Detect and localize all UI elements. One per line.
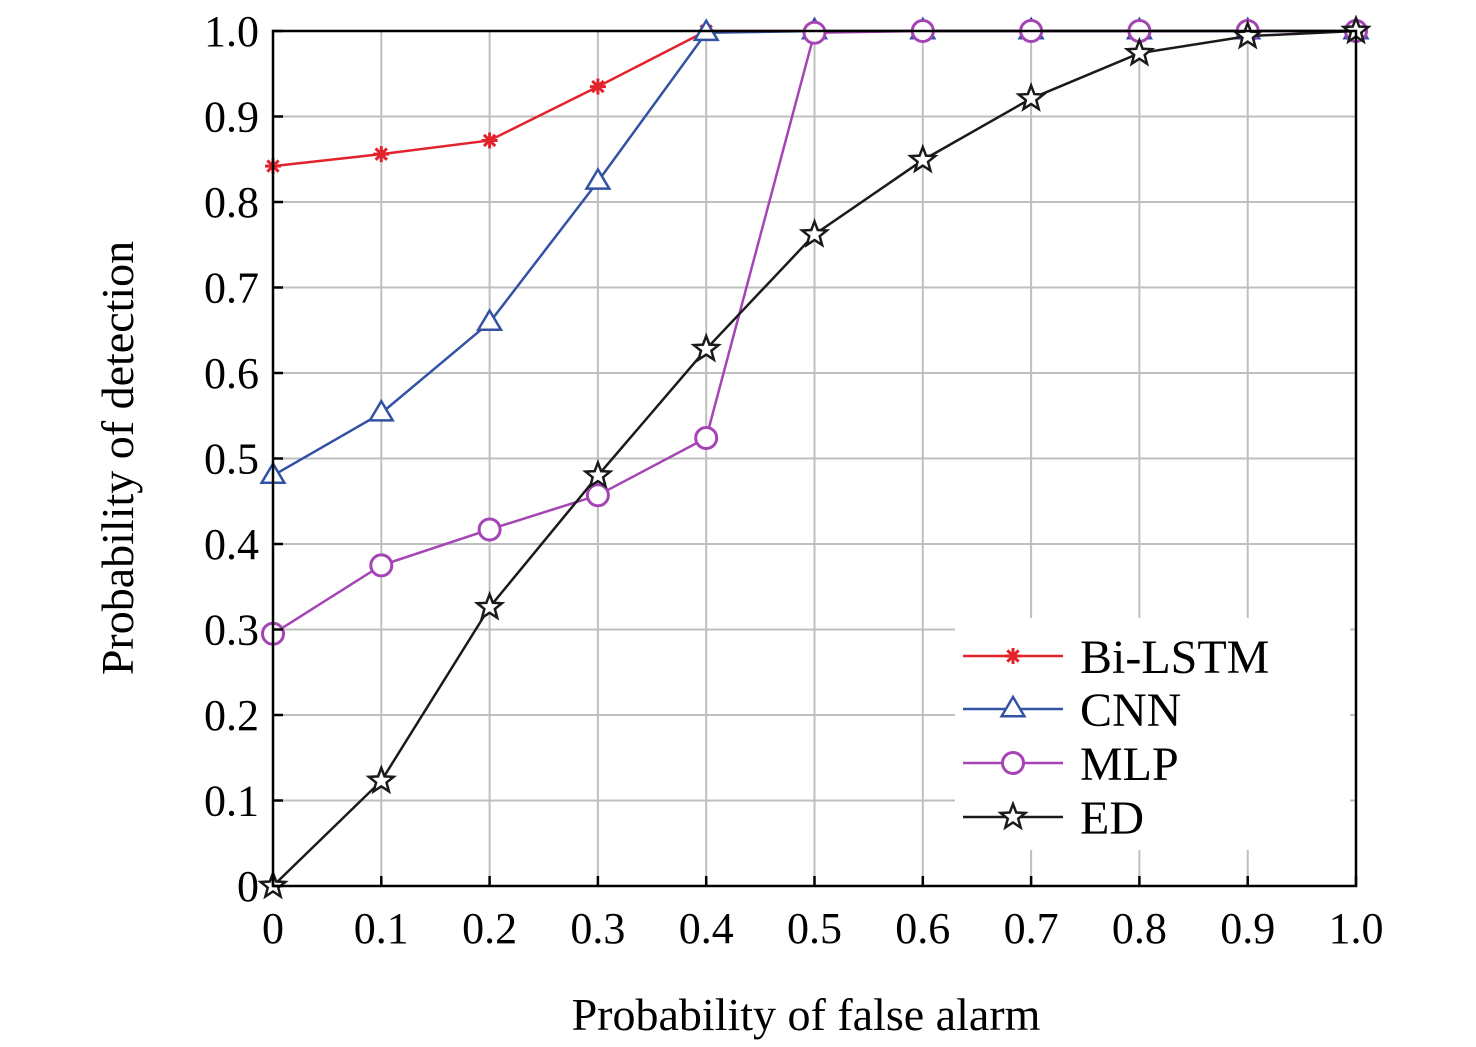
star-marker: [798, 217, 831, 248]
star-marker: [907, 143, 939, 174]
y-tick-label: 0.8: [204, 178, 259, 227]
circle-marker: [802, 20, 827, 45]
x-tick-label: 0.6: [895, 904, 950, 953]
asterisk-marker: [589, 78, 606, 95]
star-marker: [1015, 81, 1047, 112]
x-tick-label: 1.0: [1329, 904, 1384, 953]
star-marker: [690, 332, 722, 363]
star-marker: [1123, 36, 1156, 67]
triangle-marker: [584, 167, 612, 190]
axis-ticks: [271, 29, 1358, 888]
legend-item-ed: ED: [963, 792, 1144, 845]
legend-label: CNN: [1080, 684, 1181, 737]
grid-lines: [273, 31, 1356, 886]
circle-marker: [369, 553, 394, 578]
x-tick-label: 0.7: [1004, 904, 1059, 953]
y-tick-label: 0: [237, 862, 259, 911]
legend-label: Bi-LSTM: [1080, 631, 1269, 684]
y-tick-label: 0.7: [204, 264, 259, 313]
y-tick-label: 0.1: [204, 777, 259, 826]
y-tick-label: 0.3: [204, 606, 259, 655]
asterisk-marker: [1005, 648, 1021, 664]
x-tick-label: 0: [262, 904, 284, 953]
x-axis-label: Probability of false alarm: [572, 989, 1041, 1040]
y-tick-label: 0.2: [204, 691, 259, 740]
x-tick-label: 0.1: [354, 904, 409, 953]
x-tick-label: 0.9: [1220, 904, 1275, 953]
asterisk-marker: [481, 132, 498, 149]
asterisk-marker: [373, 146, 390, 163]
y-tick-label: 1.0: [204, 7, 259, 56]
y-axis-label: Probability of detection: [92, 241, 143, 675]
star-marker: [473, 590, 506, 621]
triangle-marker: [999, 694, 1027, 718]
legend-label: ED: [1080, 792, 1144, 845]
x-tick-label: 0.5: [787, 904, 842, 953]
y-tick-label: 0.9: [204, 93, 259, 142]
legend-item-bi-lstm: Bi-LSTM: [963, 631, 1269, 684]
triangle-marker: [367, 398, 395, 422]
star-marker: [997, 800, 1029, 831]
y-tick-label: 0.4: [204, 520, 259, 569]
x-tick-label: 0.8: [1112, 904, 1167, 953]
x-tick-label: 0.3: [570, 904, 625, 953]
star-marker: [365, 764, 398, 795]
circle-marker: [477, 517, 502, 542]
series-ed: [257, 14, 1372, 900]
legend-label: MLP: [1080, 738, 1179, 791]
y-tick-labels: 0 0.1 0.2 0.3 0.4 0.5 0.6 0.7 0.8 0.9 1.0: [204, 7, 259, 911]
x-tick-label: 0.4: [679, 904, 734, 953]
circle-marker: [585, 483, 610, 508]
x-tick-label: 0.2: [462, 904, 517, 953]
circle-marker: [1001, 751, 1025, 775]
x-tick-labels: 0 0.1 0.2 0.3 0.4 0.5 0.6 0.7 0.8 0.9 1.0: [262, 904, 1384, 953]
circle-marker: [694, 425, 719, 450]
y-tick-label: 0.5: [204, 435, 259, 484]
legend-item-mlp: MLP: [963, 738, 1179, 791]
legend-item-cnn: CNN: [963, 684, 1181, 737]
triangle-marker: [476, 308, 504, 332]
y-tick-label: 0.6: [204, 349, 259, 398]
star-marker: [582, 459, 614, 489]
